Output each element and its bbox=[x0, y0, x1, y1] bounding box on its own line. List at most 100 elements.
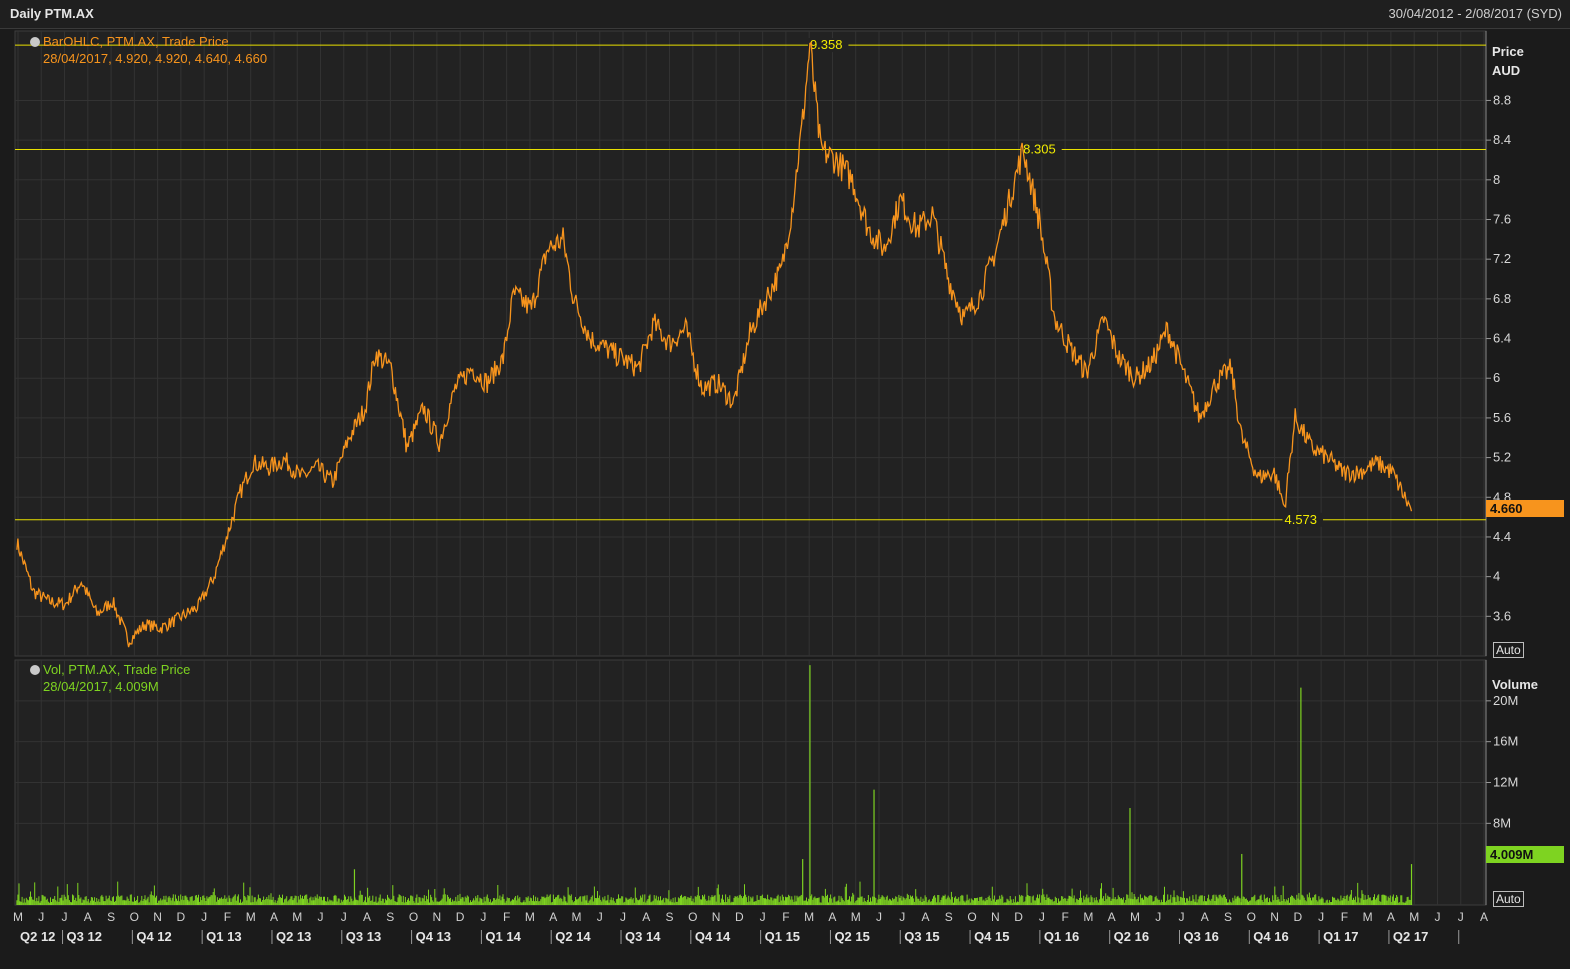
month-tick-label: F bbox=[1061, 910, 1068, 924]
month-tick-label: N bbox=[433, 910, 442, 924]
month-tick-label: M bbox=[292, 910, 302, 924]
month-tick-label: J bbox=[1178, 910, 1184, 924]
quarter-tick-label: Q3 12 bbox=[67, 929, 102, 944]
month-tick-label: M bbox=[571, 910, 581, 924]
month-tick-label: N bbox=[991, 910, 1000, 924]
price-legend-values: 28/04/2017, 4.920, 4.920, 4.640, 4.660 bbox=[43, 51, 268, 66]
month-tick-label: A bbox=[1480, 910, 1488, 924]
price-tick-label: 6.4 bbox=[1493, 331, 1511, 346]
quarter-tick-label: Q3 15 bbox=[904, 929, 939, 944]
month-tick-label: J bbox=[1318, 910, 1324, 924]
month-tick-label: S bbox=[945, 910, 953, 924]
volume-legend-values: 28/04/2017, 4.009M bbox=[43, 679, 159, 694]
month-tick-label: J bbox=[341, 910, 347, 924]
quarter-tick-label: Q4 15 bbox=[974, 929, 1009, 944]
month-tick-label: M bbox=[1130, 910, 1140, 924]
month-tick-label: N bbox=[153, 910, 162, 924]
price-legend[interactable]: BarOHLC, PTM.AX, Trade Price 28/04/2017,… bbox=[30, 33, 267, 67]
volume-tick-label: 16M bbox=[1493, 734, 1518, 749]
month-tick-label: F bbox=[503, 910, 510, 924]
month-tick-label: J bbox=[620, 910, 626, 924]
month-tick-label: O bbox=[409, 910, 418, 924]
month-tick-label: M bbox=[1409, 910, 1419, 924]
price-axis-unit: AUD bbox=[1492, 63, 1521, 78]
month-tick-label: J bbox=[760, 910, 766, 924]
volume-tick-label: 12M bbox=[1493, 775, 1518, 790]
price-tick-label: 5.2 bbox=[1493, 450, 1511, 465]
price-panel-frame bbox=[14, 30, 1487, 657]
price-tick-label: 6.8 bbox=[1493, 291, 1511, 306]
month-tick-label: J bbox=[1039, 910, 1045, 924]
month-tick-label: A bbox=[922, 910, 930, 924]
price-axis-title: Price bbox=[1492, 44, 1524, 59]
month-tick-label: F bbox=[1341, 910, 1348, 924]
price-legend-title: BarOHLC, PTM.AX, Trade Price bbox=[43, 34, 229, 49]
month-tick-label: S bbox=[107, 910, 115, 924]
price-tick-label: 7.2 bbox=[1493, 251, 1511, 266]
quarter-tick-label: Q1 16 bbox=[1044, 929, 1079, 944]
reference-line-label: 4.573 bbox=[1284, 512, 1317, 527]
month-tick-label: D bbox=[456, 910, 465, 924]
month-tick-label: J bbox=[62, 910, 68, 924]
month-tick-label: J bbox=[38, 910, 44, 924]
month-tick-label: J bbox=[318, 910, 324, 924]
chart-title: Daily PTM.AX bbox=[10, 6, 94, 21]
month-tick-label: O bbox=[130, 910, 139, 924]
legend-options-icon[interactable] bbox=[30, 665, 40, 675]
month-tick-label: J bbox=[201, 910, 207, 924]
title-bar: Daily PTM.AX 30/04/2012 - 2/08/2017 (SYD… bbox=[0, 0, 1570, 29]
reference-label-bg bbox=[1021, 142, 1062, 157]
month-tick-label: J bbox=[1458, 910, 1464, 924]
month-tick-label: A bbox=[84, 910, 92, 924]
month-tick-label: A bbox=[363, 910, 371, 924]
month-tick-label: F bbox=[782, 910, 789, 924]
month-tick-label: S bbox=[666, 910, 674, 924]
quarter-tick-label: Q2 12 bbox=[20, 929, 55, 944]
price-auto-scale-button[interactable]: Auto bbox=[1493, 642, 1524, 658]
volume-auto-scale-button[interactable]: Auto bbox=[1493, 891, 1524, 907]
quarter-tick-label: Q3 14 bbox=[625, 929, 661, 944]
volume-legend-title: Vol, PTM.AX, Trade Price bbox=[43, 662, 191, 677]
quarter-tick-label: Q1 14 bbox=[485, 929, 521, 944]
month-tick-label: F bbox=[224, 910, 231, 924]
month-tick-label: J bbox=[597, 910, 603, 924]
price-tick-label: 5.6 bbox=[1493, 410, 1511, 425]
quarter-tick-label: Q2 17 bbox=[1393, 929, 1428, 944]
price-tick-label: 3.6 bbox=[1493, 608, 1511, 623]
month-tick-label: A bbox=[1387, 910, 1395, 924]
month-tick-label: M bbox=[851, 910, 861, 924]
volume-tick-label: 20M bbox=[1493, 693, 1518, 708]
reference-label-bg bbox=[1282, 512, 1323, 527]
price-tick-label: 8.4 bbox=[1493, 132, 1511, 147]
price-series-line bbox=[16, 41, 1413, 648]
month-tick-label: N bbox=[712, 910, 721, 924]
last-volume-badge: 4.009M bbox=[1486, 846, 1564, 863]
quarter-tick-label: Q1 17 bbox=[1323, 929, 1358, 944]
reference-line-label: 8.305 bbox=[1023, 142, 1056, 157]
price-tick-label: 8 bbox=[1493, 172, 1500, 187]
month-tick-label: A bbox=[642, 910, 650, 924]
price-tick-label: 4 bbox=[1493, 569, 1500, 584]
month-tick-label: J bbox=[899, 910, 905, 924]
month-tick-label: J bbox=[876, 910, 882, 924]
quarter-tick-label: Q3 13 bbox=[346, 929, 381, 944]
volume-legend[interactable]: Vol, PTM.AX, Trade Price 28/04/2017, 4.0… bbox=[30, 661, 190, 695]
month-tick-label: M bbox=[1083, 910, 1093, 924]
price-tick-label: 7.6 bbox=[1493, 211, 1511, 226]
quarter-tick-label: Q3 16 bbox=[1183, 929, 1218, 944]
volume-bars bbox=[16, 665, 1413, 905]
price-tick-label: 8.8 bbox=[1493, 92, 1511, 107]
volume-axis-title: Volume bbox=[1492, 677, 1538, 692]
month-tick-label: N bbox=[1270, 910, 1279, 924]
month-tick-label: J bbox=[480, 910, 486, 924]
month-tick-label: O bbox=[1247, 910, 1256, 924]
last-price-badge: 4.660 bbox=[1486, 500, 1564, 517]
legend-options-icon[interactable] bbox=[30, 37, 40, 47]
quarter-tick-label: Q2 15 bbox=[834, 929, 869, 944]
month-tick-label: A bbox=[549, 910, 557, 924]
month-tick-label: M bbox=[13, 910, 23, 924]
month-tick-label: A bbox=[828, 910, 836, 924]
month-tick-label: M bbox=[1363, 910, 1373, 924]
month-tick-label: S bbox=[386, 910, 394, 924]
